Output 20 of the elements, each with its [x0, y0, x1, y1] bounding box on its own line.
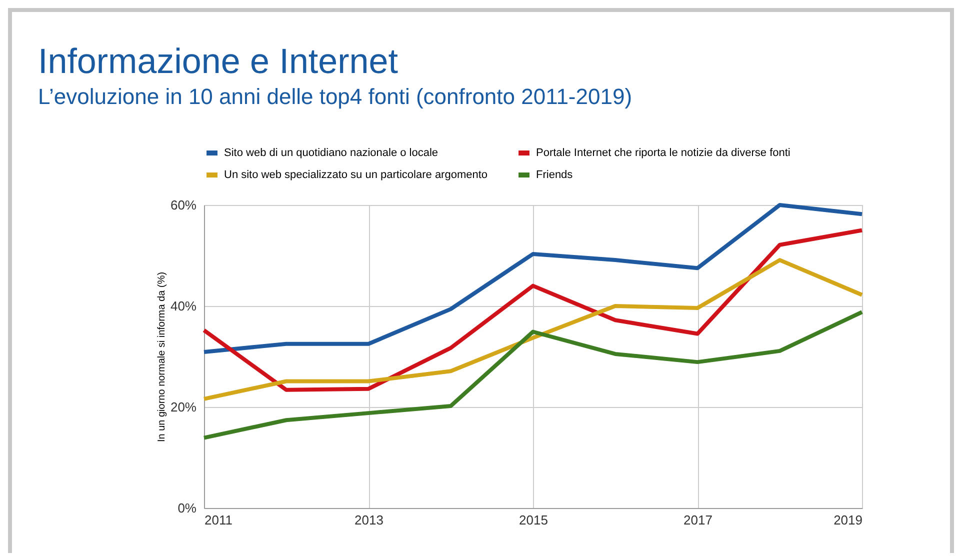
- chart-title: Informazione e Internet: [38, 42, 398, 82]
- legend-label: Friends: [536, 169, 574, 181]
- x-tick-label: 2013: [354, 512, 384, 528]
- y-tick-label: 0%: [178, 500, 197, 516]
- y-tick-label: 60%: [170, 198, 197, 212]
- x-tick-label: 2011: [204, 512, 232, 528]
- x-tick-label: 2017: [684, 512, 712, 528]
- legend-label: Un sito web specializzato su un particolare argomento: [224, 169, 488, 181]
- y-tick-label: 40%: [170, 298, 197, 314]
- line-series: [202, 258, 864, 401]
- line-series: [202, 228, 864, 392]
- line-series: [202, 203, 864, 354]
- chart-subtitle: L’evoluzione in 10 anni delle top4 fonti (confronto 2011-2019): [38, 84, 632, 110]
- legend-label: Portale Internet che riporta le notizie da diverse fonti: [536, 147, 790, 159]
- legend-label: Sito web di un quotidiano nazionale o locale: [224, 147, 438, 159]
- y-tick-label: 20%: [170, 400, 197, 414]
- y-axis-title: In un giorno normale si informa da (%): [156, 272, 168, 442]
- x-tick-label: 2015: [519, 512, 548, 528]
- line-series: [202, 310, 864, 440]
- x-tick-label: 2019: [834, 512, 862, 528]
